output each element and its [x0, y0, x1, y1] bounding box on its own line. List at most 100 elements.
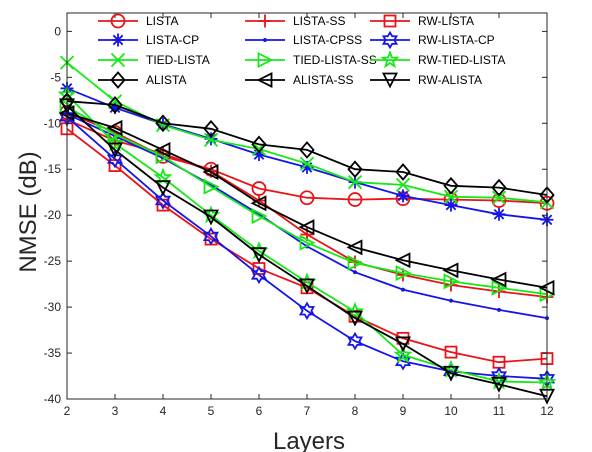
y-tick-label: -30: [44, 300, 62, 314]
legend-marker: [383, 14, 397, 28]
data-point: [491, 279, 508, 296]
legend-label: RW-LISTA: [418, 14, 474, 28]
y-axis-ticks: 0 -5 -10 -15 -20 -25 -30 -35 -40: [44, 24, 547, 406]
legend-entry: TIED-LISTA: [98, 52, 210, 68]
data-point: [299, 141, 315, 159]
data-point: [252, 148, 266, 162]
series-line: [66, 128, 548, 364]
y-axis-label: NMSE (dB): [15, 151, 42, 272]
data-point: [155, 180, 171, 197]
data-point: [108, 101, 122, 115]
data-point: [300, 160, 314, 174]
data-point: [299, 234, 316, 251]
data-point: [251, 135, 267, 154]
legend-marker: [111, 33, 125, 47]
legend-entry: LISTA-CP: [98, 33, 199, 47]
data-point: [346, 239, 363, 256]
legend-label: RW-ALISTA: [418, 73, 482, 87]
y-tick-label: -40: [44, 392, 62, 406]
data-point: [202, 227, 220, 246]
data-point: [347, 174, 363, 190]
x-tick-label: 3: [112, 404, 119, 418]
legend-label: LISTA-CP: [146, 33, 199, 47]
x-tick-label: 10: [444, 404, 458, 418]
legend-entry: RW-LISTA: [370, 14, 474, 28]
legend-label: LISTA-SS: [293, 14, 345, 28]
data-point: [395, 265, 412, 282]
data-point: [491, 190, 507, 205]
legend-marker: [382, 72, 398, 89]
data-point: [203, 119, 219, 138]
legend-label: LISTA-CPSS: [293, 33, 362, 47]
data-point: [345, 301, 365, 320]
legend-label: TIED-LISTA-SS: [293, 53, 377, 67]
data-point: [448, 298, 454, 303]
legend-marker: [110, 71, 126, 89]
legend-label: ALISTA: [146, 73, 186, 87]
data-point: [203, 132, 219, 147]
data-point: [298, 219, 315, 236]
data-point: [299, 278, 315, 295]
legend-marker: [381, 30, 399, 50]
data-point: [347, 310, 363, 327]
data-point: [443, 189, 459, 204]
y-tick-label: -35: [44, 346, 62, 360]
y-tick-label: -5: [50, 70, 61, 84]
series-line: [66, 94, 548, 384]
legend-label: LISTA: [146, 14, 178, 28]
data-point: [444, 345, 458, 359]
data-point: [203, 178, 220, 195]
data-point: [155, 114, 171, 133]
data-point: [491, 178, 507, 197]
data-point: [106, 119, 123, 136]
legend-marker: [262, 37, 268, 43]
data-point: [444, 198, 458, 212]
data-point: [443, 176, 459, 195]
legend-entry: LISTA-CPSS: [245, 33, 362, 47]
data-point: [394, 252, 411, 269]
data-point: [299, 156, 315, 171]
data-point: [352, 270, 358, 275]
x-tick-label: 12: [540, 404, 554, 418]
data-point: [203, 209, 219, 226]
y-tick-label: -25: [44, 254, 62, 268]
plot-background: [67, 13, 547, 399]
data-point: [395, 336, 411, 353]
data-point: [347, 192, 363, 207]
legend-label: ALISTA-SS: [293, 73, 353, 87]
data-point: [347, 160, 363, 179]
legend: LISTA LISTA-SS RW-LISTA LISTA-CP LISTA-CPSS R…: [98, 13, 505, 89]
y-tick-label: -10: [44, 116, 62, 130]
series-alista-ss: [58, 105, 555, 296]
legend-label: RW-TIED-LISTA: [418, 53, 505, 67]
data-point: [442, 262, 459, 279]
data-point: [400, 287, 406, 292]
data-point: [395, 163, 411, 181]
series-line: [66, 105, 548, 398]
x-tick-label: 4: [160, 404, 167, 418]
y-tick-label: -15: [44, 162, 62, 176]
legend-entry: TIED-LISTA-SS: [245, 52, 377, 68]
data-point: [107, 94, 123, 109]
data-point: [491, 376, 507, 393]
data-point: [443, 273, 460, 290]
legend-marker: [380, 49, 400, 69]
data-point: [202, 164, 219, 180]
legend-label: RW-LISTA-CP: [418, 33, 495, 47]
data-point: [250, 265, 268, 285]
series-line: [66, 112, 548, 289]
x-tick-label: 7: [304, 404, 311, 418]
y-tick-label: 0: [54, 24, 61, 38]
legend-marker: [256, 72, 273, 88]
data-point: [154, 141, 171, 158]
data-point: [298, 301, 316, 321]
data-point: [299, 190, 315, 206]
series-line: [66, 105, 548, 296]
x-tick-label: 11: [493, 404, 506, 418]
data-point: [347, 255, 364, 271]
data-point: [396, 189, 410, 203]
legend-label: TIED-LISTA: [146, 53, 210, 67]
legend-marker: [258, 14, 272, 28]
data-point: [443, 365, 459, 382]
